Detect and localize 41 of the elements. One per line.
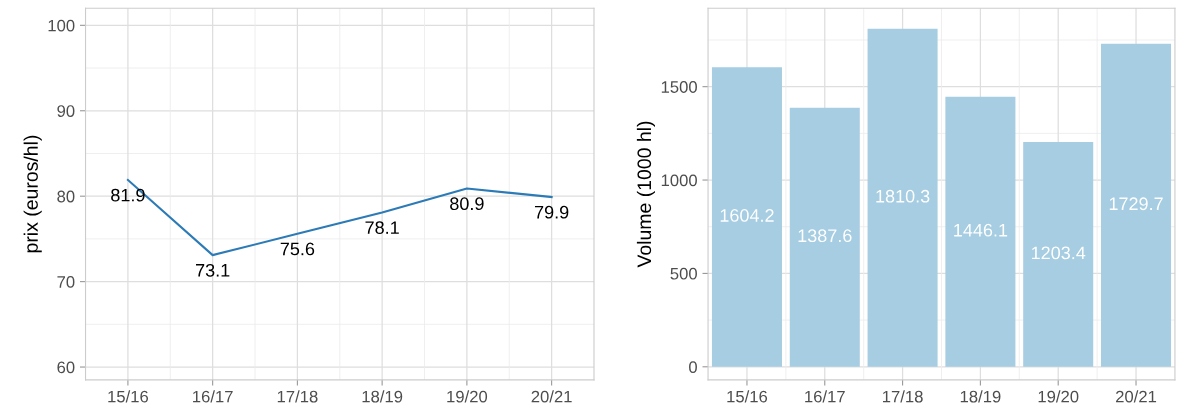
x-tick-label: 18/19 bbox=[960, 390, 1001, 403]
data-label: 73.1 bbox=[196, 263, 230, 277]
y-tick-label: 1500 bbox=[661, 81, 697, 93]
data-label: 1203.4 bbox=[1031, 246, 1086, 260]
data-label: 79.9 bbox=[534, 205, 569, 219]
x-tick-label: 20/21 bbox=[1116, 390, 1157, 403]
bar bbox=[867, 28, 938, 367]
y-axis-title: prix (euros/hl) bbox=[23, 135, 42, 253]
data-label: 80.9 bbox=[450, 197, 484, 211]
y-tick-label: 70 bbox=[57, 276, 75, 288]
y-tick-label: 60 bbox=[57, 361, 75, 374]
y-axis-title: Volume (1000 hl) bbox=[636, 121, 655, 268]
y-tick-label: 80 bbox=[57, 190, 75, 203]
x-tick-label: 19/20 bbox=[1038, 390, 1079, 403]
y-tick-label: 500 bbox=[670, 267, 697, 280]
x-tick-label: 17/18 bbox=[883, 390, 923, 403]
bar bbox=[789, 107, 860, 367]
data-label: 81.9 bbox=[111, 188, 145, 202]
x-tick-label: 20/21 bbox=[531, 390, 572, 403]
x-tick-label: 19/20 bbox=[447, 390, 488, 403]
x-tick-label: 17/18 bbox=[277, 390, 318, 403]
bar bbox=[711, 67, 782, 367]
data-label: 75.6 bbox=[280, 242, 315, 256]
data-label: 78.1 bbox=[365, 221, 399, 234]
y-tick-label: 1000 bbox=[661, 174, 697, 187]
bar bbox=[1023, 142, 1094, 367]
data-label: 1387.6 bbox=[798, 229, 852, 243]
x-tick-label: 16/17 bbox=[193, 390, 233, 403]
x-tick-label: 18/19 bbox=[362, 390, 403, 403]
data-label: 1810.3 bbox=[876, 189, 930, 203]
x-tick-label: 15/16 bbox=[108, 390, 149, 403]
data-label: 1729.7 bbox=[1109, 197, 1163, 211]
data-label: 1604.2 bbox=[720, 209, 774, 222]
y-tick-label: 0 bbox=[689, 361, 697, 373]
x-tick-label: 15/16 bbox=[727, 390, 768, 403]
y-tick-label: 100 bbox=[48, 19, 75, 32]
bar bbox=[1101, 43, 1172, 367]
data-label: 1446.1 bbox=[954, 223, 1008, 237]
y-tick-label: 90 bbox=[57, 105, 75, 117]
x-tick-label: 16/17 bbox=[805, 390, 845, 403]
bar bbox=[945, 96, 1016, 367]
